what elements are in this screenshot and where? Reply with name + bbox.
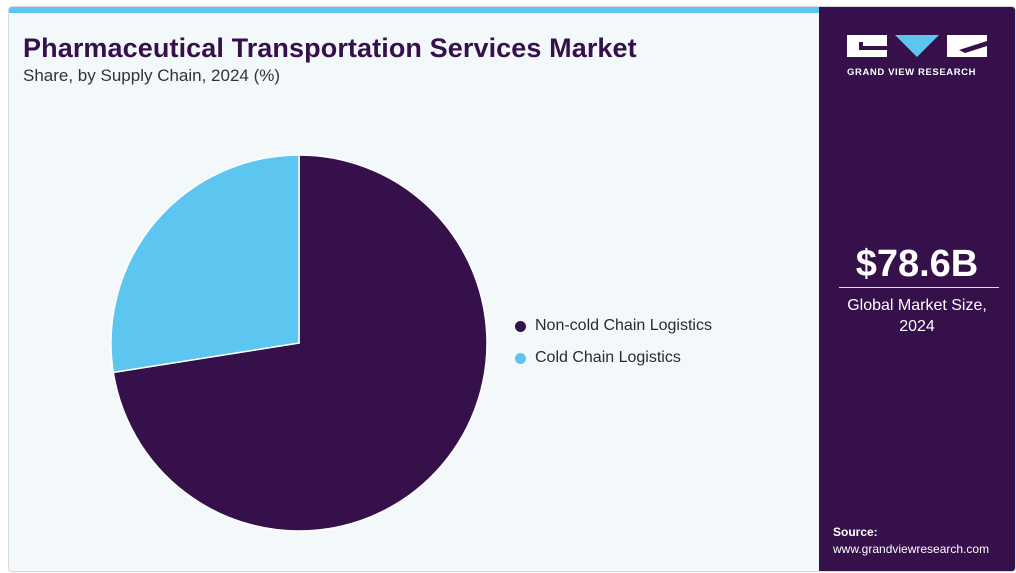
legend-swatch — [515, 352, 526, 364]
pie-slice-cold-chain-logistics — [110, 154, 300, 374]
chart-panel: Pharmaceutical Transportation Services M… — [9, 13, 819, 571]
brand-name: GRAND VIEW RESEARCH — [847, 67, 977, 78]
market-size-label: Global Market Size, 2024 — [847, 297, 987, 335]
legend-label: Cold Chain Logistics — [535, 349, 681, 366]
pie-chart — [110, 154, 488, 532]
summary-sidebar: GRAND VIEW RESEARCH $78.6B Global Market… — [819, 7, 1015, 571]
source-label: Source: — [833, 525, 878, 539]
brand-logo: GRAND VIEW RESEARCH — [847, 33, 987, 78]
chart-title: Pharmaceutical Transportation Services M… — [23, 33, 637, 63]
legend-item: Cold Chain Logistics — [515, 342, 712, 374]
source-link[interactable]: www.grandviewresearch.com — [833, 542, 990, 556]
pie-slice-non-cold-chain-logistics — [112, 154, 488, 532]
chart-subtitle: Share, by Supply Chain, 2024 (%) — [23, 66, 281, 85]
divider — [839, 287, 999, 288]
market-size-value: $78.6B — [855, 243, 979, 285]
chart-legend: Non-cold Chain Logistics Cold Chain Logis… — [515, 310, 712, 374]
legend-item: Non-cold Chain Logistics — [515, 310, 712, 342]
legend-swatch — [515, 320, 526, 332]
accent-bar — [9, 7, 819, 13]
legend-label: Non-cold Chain Logistics — [535, 317, 712, 334]
gvr-logo-icon — [847, 35, 987, 57]
report-card: Pharmaceutical Transportation Services M… — [8, 6, 1016, 572]
